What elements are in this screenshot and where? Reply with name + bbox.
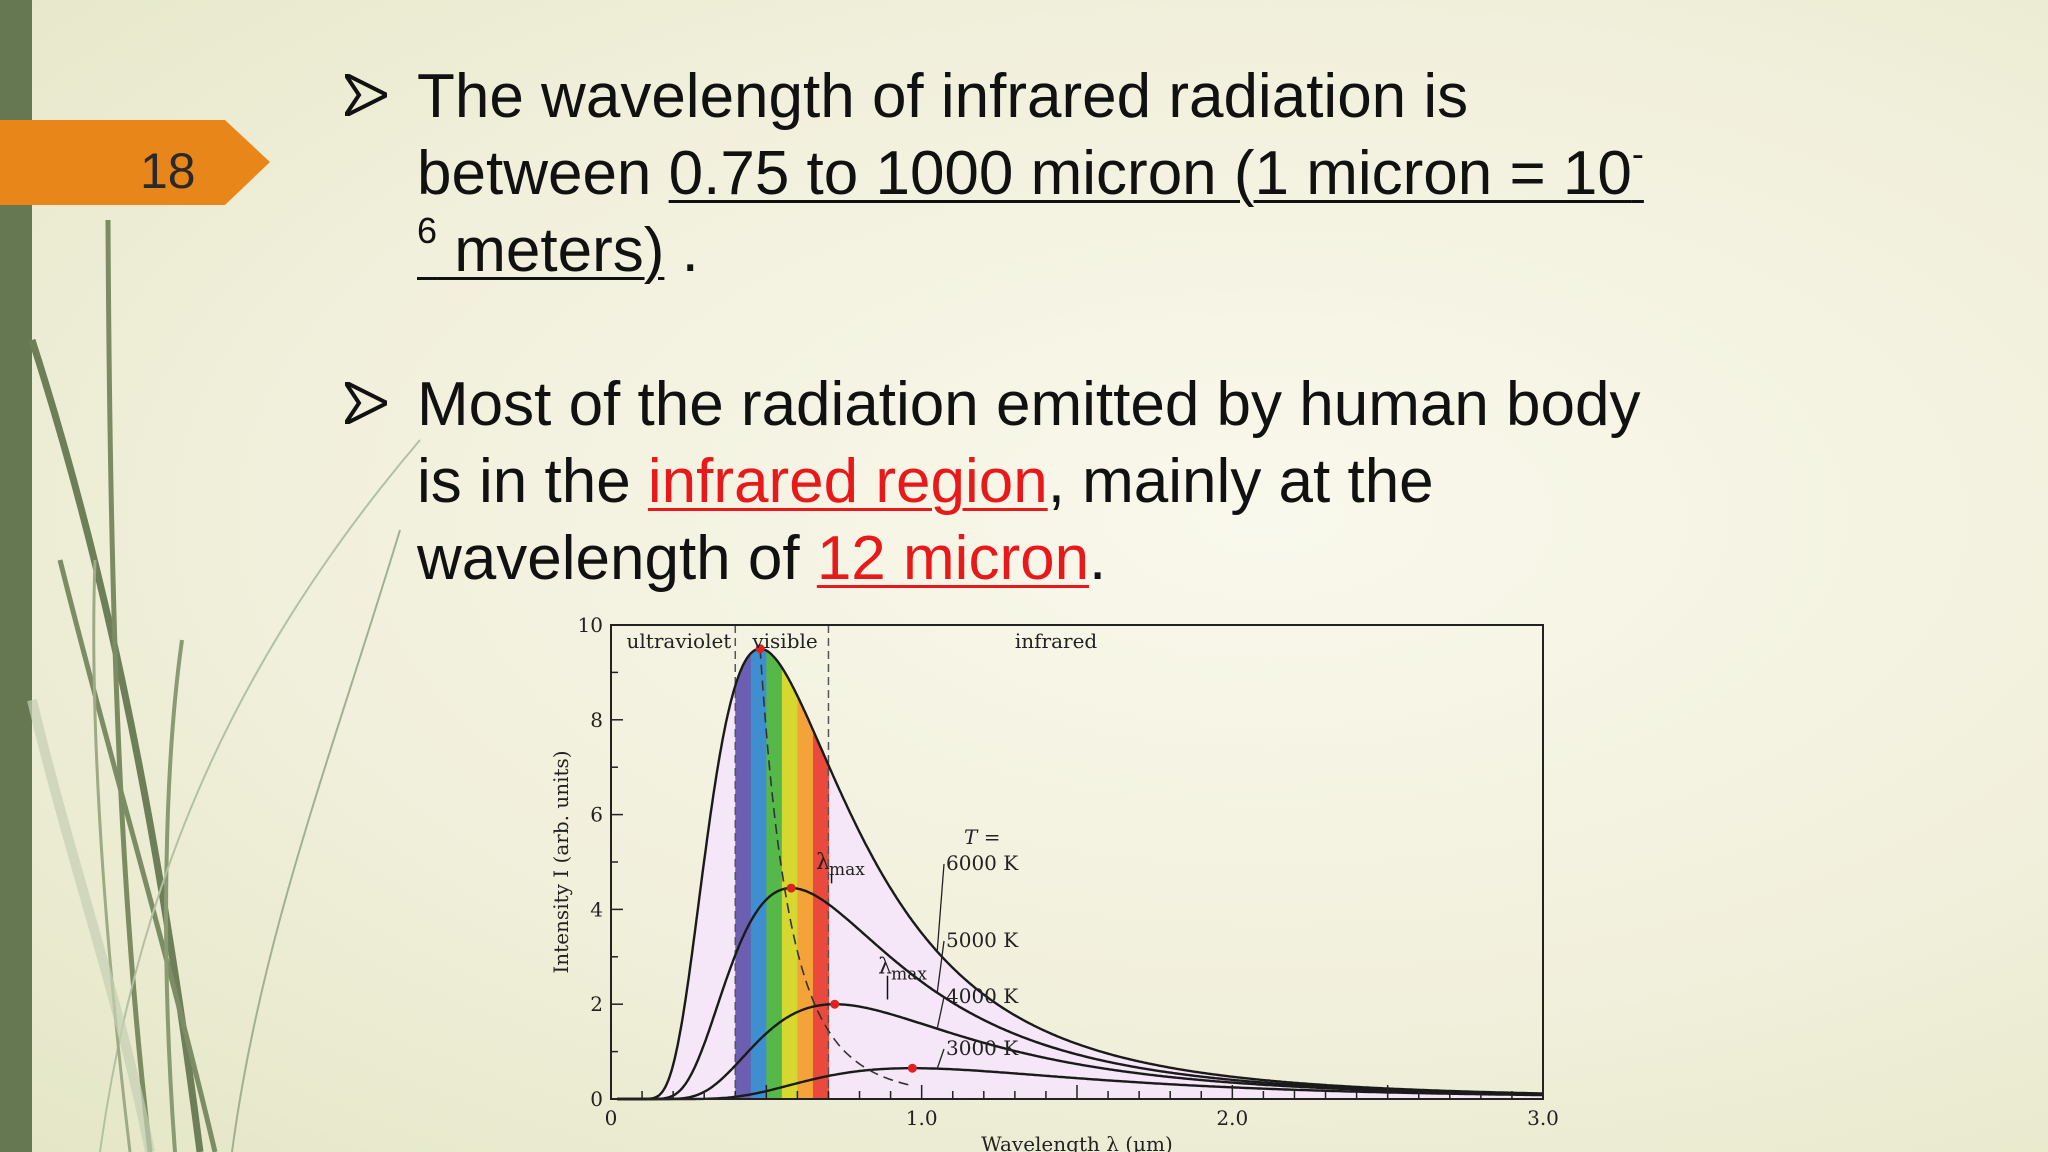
text-span: . — [664, 216, 699, 285]
curve-area-fill — [617, 648, 1543, 1099]
arrow-bullet-icon — [345, 382, 387, 424]
slide-number-tab — [0, 120, 270, 205]
text-span: between — [417, 139, 669, 208]
y-tick-label: 6 — [590, 803, 603, 827]
curve-3000k — [617, 1067, 1543, 1101]
text-span: wavelength of — [417, 524, 817, 593]
curve-label-leader — [936, 863, 945, 952]
slide-number: 18 — [140, 143, 196, 199]
curve-4000k — [617, 1003, 1543, 1101]
x-tick-label: 2.0 — [1216, 1106, 1248, 1130]
text-span: 0.75 to 1000 micron (1 micron = 10 — [668, 139, 1632, 208]
visible-band-3 — [766, 648, 783, 1099]
arrow-bullet-icon — [345, 74, 387, 116]
lambda-max-sub-2: max — [891, 964, 927, 984]
region-label-ultraviolet: ultraviolet — [627, 629, 732, 653]
curve-label-leader — [936, 940, 945, 993]
region-label-visible: visible — [751, 629, 817, 653]
lambda-max-label-1: λ — [816, 850, 830, 875]
curve-label-leader — [936, 996, 945, 1029]
visible-band-4 — [781, 648, 798, 1099]
curve-label-3000k: 3000 K — [946, 1036, 1019, 1060]
y-tick-label: 2 — [590, 992, 603, 1016]
region-label-infrared: infrared — [1015, 629, 1098, 653]
highlight-infrared-region: infrared region — [647, 447, 1048, 516]
peak-marker — [830, 999, 840, 1009]
visible-band-1 — [735, 648, 752, 1099]
y-tick-label: 0 — [590, 1087, 603, 1111]
bullet-line: Most of the radiation emitted by human b… — [417, 370, 1641, 439]
curve-label-5000k: 5000 K — [946, 928, 1019, 952]
visible-band-5 — [797, 648, 814, 1099]
temperature-label: T = — [964, 825, 1000, 849]
bullet-line: The wavelength of infrared radiation is — [417, 62, 1469, 131]
text-span: , mainly at the — [1047, 447, 1434, 516]
y-tick-label: 4 — [590, 897, 603, 921]
text-span: is in the — [417, 447, 648, 516]
superscript: 6 — [417, 210, 438, 251]
bullet-line: is in the infrared region, mainly at the — [417, 443, 1640, 520]
lambda-max-sub-1: max — [829, 860, 865, 880]
curve-label-leader — [936, 1048, 945, 1069]
curve-label-6000k: 6000 K — [946, 851, 1019, 875]
peak-marker — [907, 1063, 917, 1073]
x-tick-label: 0 — [605, 1106, 618, 1130]
underlined-range: 0.75 to 1000 micron (1 micron = 10- — [668, 136, 1644, 209]
text-span: meters) — [437, 216, 665, 285]
decorative-grass-strokes — [27, 219, 421, 1152]
superscript: - — [1631, 133, 1644, 174]
x-tick-label: 1.0 — [906, 1106, 938, 1130]
y-tick-label: 8 — [590, 708, 603, 732]
bullet-line: between 0.75 to 1000 micron (1 micron = … — [417, 135, 1644, 212]
lambda-max-label-2: λ — [878, 954, 892, 979]
x-axis-label: Wavelength λ (μm) — [981, 1132, 1173, 1152]
bullet-text: Most of the radiation emitted by human b… — [417, 366, 1640, 597]
curve-label-4000k: 4000 K — [946, 984, 1019, 1008]
highlight-12-micron: 12 micron — [816, 524, 1090, 593]
y-axis-label: Intensity I (arb. units) — [549, 750, 573, 973]
visible-band-6 — [812, 648, 829, 1099]
text-span: . — [1089, 524, 1107, 593]
peak-marker — [786, 883, 796, 893]
underlined-unit: 6 meters) — [417, 213, 665, 286]
wien-locus-line — [759, 648, 913, 1087]
x-tick-label: 3.0 — [1527, 1106, 1559, 1130]
y-tick-label: 10 — [578, 615, 603, 637]
peak-marker — [755, 644, 765, 654]
visible-band-2 — [750, 648, 767, 1099]
bullet-line: 6 meters) . — [417, 212, 1644, 289]
bullet-line: wavelength of 12 micron. — [417, 520, 1640, 597]
bullet-text: The wavelength of infrared radiation is … — [417, 58, 1644, 289]
